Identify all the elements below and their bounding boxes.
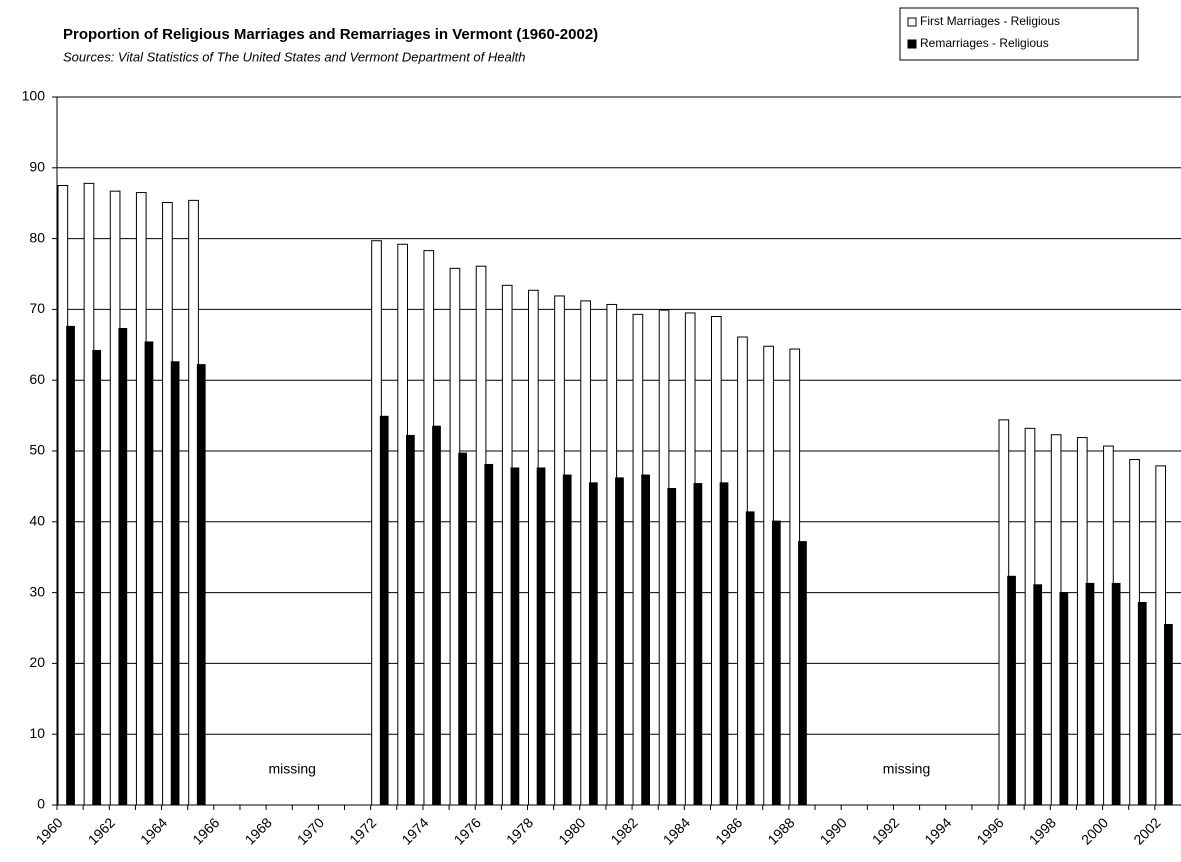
y-tick-label: 60 xyxy=(29,371,45,387)
bar xyxy=(798,541,807,806)
bar xyxy=(588,482,598,806)
bar xyxy=(667,488,677,806)
bar xyxy=(1164,623,1173,806)
legend-swatch xyxy=(907,17,917,27)
bar xyxy=(641,474,650,806)
x-tick-label: 1996 xyxy=(973,814,1006,847)
x-tick-label: 1978 xyxy=(503,814,536,847)
x-tick-label: 1962 xyxy=(85,814,118,847)
x-tick-label: 2000 xyxy=(1078,814,1111,847)
x-tick-label: 1990 xyxy=(817,814,850,847)
x-tick-label: 1970 xyxy=(294,814,327,847)
x-tick-label: 1992 xyxy=(869,814,902,847)
y-tick-label: 80 xyxy=(29,229,45,245)
legend-swatch xyxy=(907,39,917,49)
x-tick-label: 1986 xyxy=(712,814,745,847)
x-tick-label: 1984 xyxy=(660,814,693,847)
x-tick-label: 1974 xyxy=(398,814,431,847)
annotation: missing xyxy=(269,760,316,776)
bar xyxy=(458,452,468,806)
bar xyxy=(719,482,729,806)
bar xyxy=(144,341,154,806)
bar xyxy=(1007,575,1016,806)
bar xyxy=(615,477,624,806)
y-tick-label: 0 xyxy=(37,796,45,812)
bar xyxy=(1137,602,1147,806)
bar xyxy=(693,483,703,806)
x-tick-label: 1982 xyxy=(607,814,640,847)
annotation: missing xyxy=(883,760,930,776)
bar xyxy=(66,325,75,806)
legend-box xyxy=(899,7,1139,61)
bar xyxy=(379,415,389,806)
x-tick-label: 1998 xyxy=(1026,814,1059,847)
x-tick-label: 1994 xyxy=(921,814,954,847)
bar xyxy=(92,349,102,806)
bar xyxy=(1059,592,1069,806)
bar xyxy=(771,520,781,806)
bar xyxy=(536,467,546,806)
bar xyxy=(405,434,415,806)
bar xyxy=(484,463,494,806)
bar xyxy=(170,361,180,806)
bar xyxy=(510,467,520,806)
x-tick-label: 1964 xyxy=(137,814,170,847)
y-tick-label: 10 xyxy=(29,725,45,741)
y-tick-label: 100 xyxy=(22,88,46,104)
chart-subtitle: Sources: Vital Statistics of The United … xyxy=(63,49,525,64)
bar xyxy=(118,328,128,806)
bar xyxy=(196,364,206,806)
x-tick-label: 1980 xyxy=(555,814,588,847)
bar xyxy=(1033,584,1043,806)
x-tick-label: 1960 xyxy=(32,814,65,847)
chart-title: Proportion of Religious Marriages and Re… xyxy=(63,26,598,43)
x-tick-label: 1988 xyxy=(764,814,797,847)
y-tick-label: 30 xyxy=(29,583,45,599)
bar xyxy=(432,425,441,806)
y-tick-label: 90 xyxy=(29,159,45,175)
y-tick-label: 70 xyxy=(29,300,45,316)
bar xyxy=(1111,582,1121,806)
x-tick-label: 1968 xyxy=(242,814,275,847)
bar xyxy=(562,474,572,806)
x-tick-label: 1972 xyxy=(346,814,379,847)
y-tick-label: 50 xyxy=(29,442,45,458)
legend-label: First Marriages - Religious xyxy=(920,14,1060,28)
x-tick-label: 1966 xyxy=(189,814,222,847)
y-tick-label: 20 xyxy=(29,654,45,670)
bar xyxy=(1085,582,1095,806)
legend-label: Remarriages - Religious xyxy=(920,36,1049,50)
x-tick-label: 1976 xyxy=(451,814,484,847)
x-tick-label: 2002 xyxy=(1130,814,1163,847)
bar xyxy=(745,511,755,806)
y-tick-label: 40 xyxy=(29,513,45,529)
